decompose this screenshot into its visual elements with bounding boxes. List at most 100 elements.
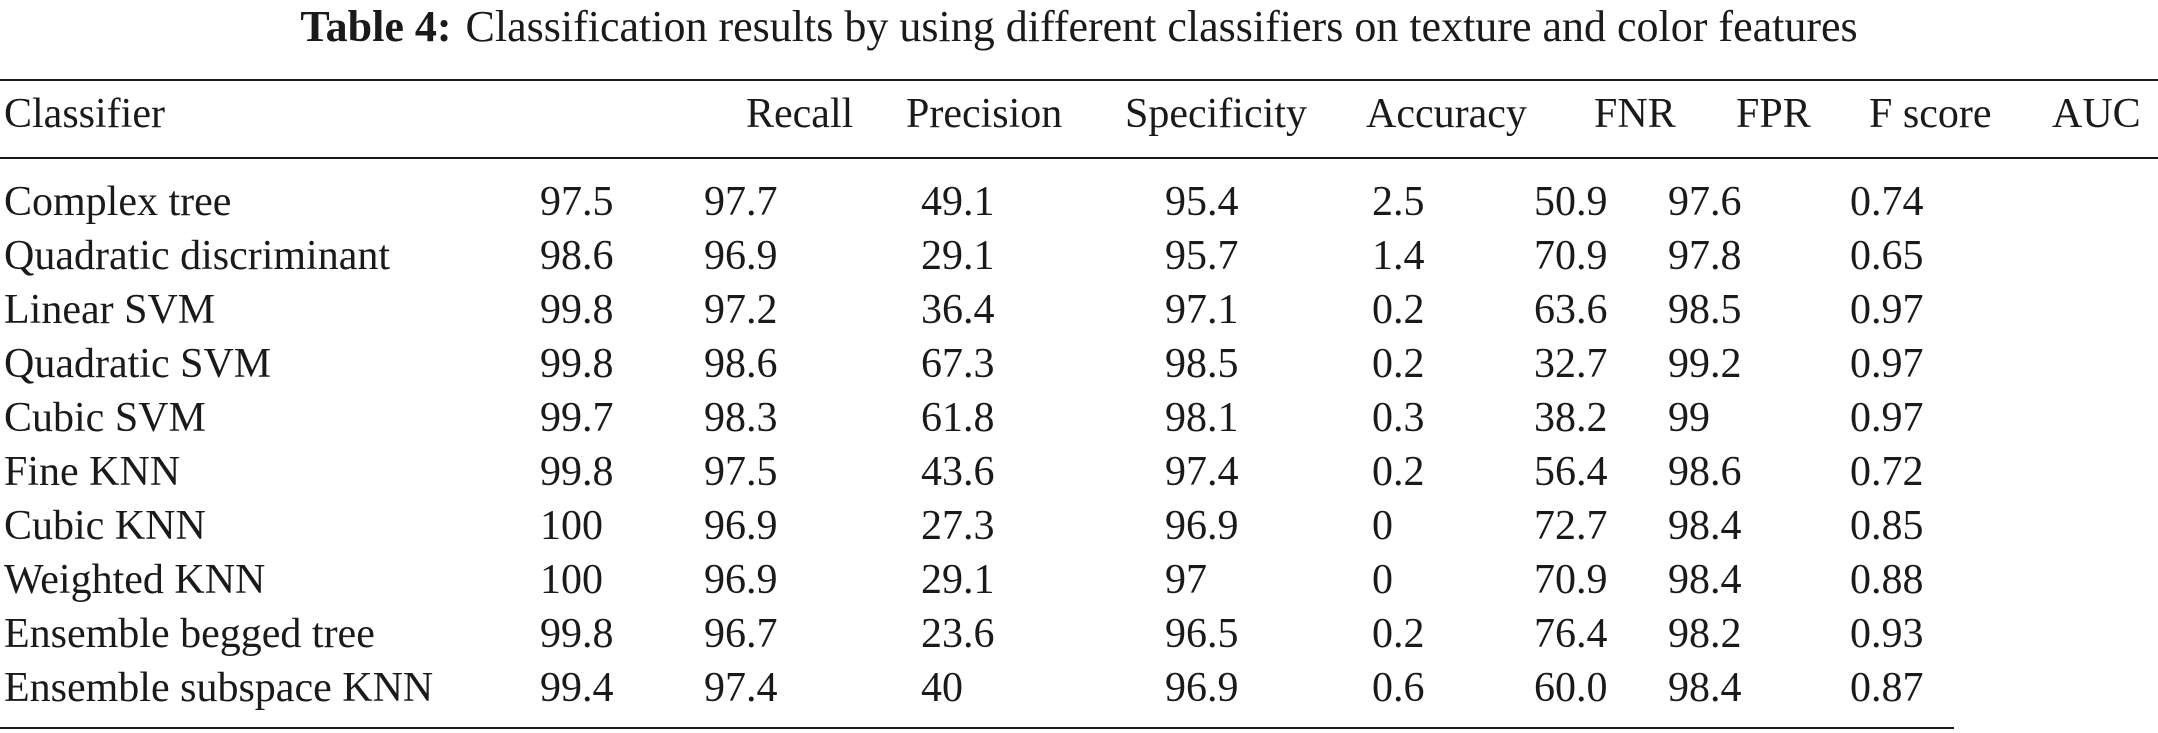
cell-value: 96.5 bbox=[1165, 611, 1239, 657]
cell-value: 99.8 bbox=[540, 611, 614, 657]
table-bottom-rule bbox=[0, 727, 1954, 729]
cell-classifier: Cubic KNN bbox=[4, 503, 206, 549]
cell-value: 99.7 bbox=[540, 395, 614, 441]
cell-value: 63.6 bbox=[1534, 287, 1608, 333]
cell-value: 96.9 bbox=[704, 233, 778, 279]
cell-value: 29.1 bbox=[921, 233, 995, 279]
cell-value: 99.4 bbox=[540, 665, 614, 711]
cell-value: 27.3 bbox=[921, 503, 995, 549]
header-classifier: Classifier bbox=[4, 91, 165, 137]
cell-value: 0.6 bbox=[1372, 665, 1425, 711]
cell-value: 97.5 bbox=[540, 179, 614, 225]
cell-value: 40 bbox=[921, 665, 963, 711]
cell-value: 0.93 bbox=[1850, 611, 1924, 657]
cell-value: 0.2 bbox=[1372, 611, 1425, 657]
cell-value: 96.9 bbox=[704, 503, 778, 549]
cell-value: 99.8 bbox=[540, 287, 614, 333]
cell-value: 70.9 bbox=[1534, 233, 1608, 279]
cell-value: 1.4 bbox=[1372, 233, 1425, 279]
cell-value: 0.2 bbox=[1372, 287, 1425, 333]
cell-value: 61.8 bbox=[921, 395, 995, 441]
table-row: Quadratic SVM 99.8 98.6 67.3 98.5 0.2 32… bbox=[0, 340, 2158, 394]
cell-value: 49.1 bbox=[921, 179, 995, 225]
header-accuracy: Accuracy bbox=[1366, 91, 1527, 137]
cell-value: 99.2 bbox=[1668, 341, 1742, 387]
cell-value: 100 bbox=[540, 503, 603, 549]
cell-value: 56.4 bbox=[1534, 449, 1608, 495]
cell-value: 97.1 bbox=[1165, 287, 1239, 333]
header-fpr: FPR bbox=[1736, 91, 1811, 137]
cell-value: 76.4 bbox=[1534, 611, 1608, 657]
cell-value: 95.4 bbox=[1165, 179, 1239, 225]
cell-value: 0.2 bbox=[1372, 449, 1425, 495]
cell-value: 96.9 bbox=[1165, 665, 1239, 711]
cell-value: 0.97 bbox=[1850, 341, 1924, 387]
table-row: Complex tree 97.5 97.7 49.1 95.4 2.5 50.… bbox=[0, 178, 2158, 232]
cell-classifier: Complex tree bbox=[4, 179, 232, 225]
cell-value: 0 bbox=[1372, 503, 1393, 549]
cell-classifier: Ensemble subspace KNN bbox=[4, 665, 434, 711]
cell-value: 97.2 bbox=[704, 287, 778, 333]
header-recall: Recall bbox=[746, 91, 854, 137]
cell-value: 99 bbox=[1668, 395, 1710, 441]
cell-value: 97.6 bbox=[1668, 179, 1742, 225]
cell-value: 60.0 bbox=[1534, 665, 1608, 711]
table-caption-label: Table 4: bbox=[300, 2, 452, 51]
cell-value: 98.4 bbox=[1668, 665, 1742, 711]
cell-value: 67.3 bbox=[921, 341, 995, 387]
header-precision: Precision bbox=[906, 91, 1063, 137]
cell-value: 97.4 bbox=[704, 665, 778, 711]
table-row: Ensemble subspace KNN 99.4 97.4 40 96.9 … bbox=[0, 664, 2158, 718]
cell-classifier: Quadratic SVM bbox=[4, 341, 272, 387]
cell-value: 38.2 bbox=[1534, 395, 1608, 441]
table-row: Weighted KNN 100 96.9 29.1 97 0 70.9 98.… bbox=[0, 556, 2158, 610]
cell-value: 0.74 bbox=[1850, 179, 1924, 225]
cell-value: 99.8 bbox=[540, 341, 614, 387]
table-row: Linear SVM 99.8 97.2 36.4 97.1 0.2 63.6 … bbox=[0, 286, 2158, 340]
cell-classifier: Weighted KNN bbox=[4, 557, 266, 603]
cell-value: 96.7 bbox=[704, 611, 778, 657]
cell-value: 0.85 bbox=[1850, 503, 1924, 549]
cell-value: 29.1 bbox=[921, 557, 995, 603]
cell-classifier: Cubic SVM bbox=[4, 395, 206, 441]
cell-value: 0.72 bbox=[1850, 449, 1924, 495]
cell-value: 98.3 bbox=[704, 395, 778, 441]
cell-value: 72.7 bbox=[1534, 503, 1608, 549]
cell-value: 98.4 bbox=[1668, 503, 1742, 549]
header-f-score: F score bbox=[1869, 91, 1992, 137]
cell-value: 98.5 bbox=[1668, 287, 1742, 333]
cell-value: 0.2 bbox=[1372, 341, 1425, 387]
cell-value: 50.9 bbox=[1534, 179, 1608, 225]
cell-value: 0.88 bbox=[1850, 557, 1924, 603]
cell-value: 36.4 bbox=[921, 287, 995, 333]
header-auc: AUC bbox=[2052, 91, 2141, 137]
cell-value: 99.8 bbox=[540, 449, 614, 495]
cell-value: 2.5 bbox=[1372, 179, 1425, 225]
header-specificity: Specificity bbox=[1125, 91, 1307, 137]
cell-value: 98.2 bbox=[1668, 611, 1742, 657]
table-row: Cubic SVM 99.7 98.3 61.8 98.1 0.3 38.2 9… bbox=[0, 394, 2158, 448]
cell-value: 98.6 bbox=[540, 233, 614, 279]
table-caption: Table 4: Classification results by using … bbox=[0, 2, 2158, 52]
cell-classifier: Ensemble begged tree bbox=[4, 611, 375, 657]
table-caption-text: Classification results by using differen… bbox=[465, 2, 1858, 51]
header-fnr: FNR bbox=[1594, 91, 1676, 137]
cell-value: 97 bbox=[1165, 557, 1207, 603]
cell-value: 98.1 bbox=[1165, 395, 1239, 441]
table-top-rule bbox=[0, 79, 2158, 81]
cell-value: 98.6 bbox=[704, 341, 778, 387]
table-header-rule bbox=[0, 157, 2158, 159]
cell-classifier: Fine KNN bbox=[4, 449, 181, 495]
cell-value: 98.4 bbox=[1668, 557, 1742, 603]
cell-value: 97.7 bbox=[704, 179, 778, 225]
cell-value: 0.97 bbox=[1850, 395, 1924, 441]
cell-value: 98.6 bbox=[1668, 449, 1742, 495]
cell-value: 43.6 bbox=[921, 449, 995, 495]
cell-value: 96.9 bbox=[1165, 503, 1239, 549]
cell-value: 0.97 bbox=[1850, 287, 1924, 333]
cell-value: 0.87 bbox=[1850, 665, 1924, 711]
cell-value: 70.9 bbox=[1534, 557, 1608, 603]
cell-classifier: Quadratic discriminant bbox=[4, 233, 391, 279]
cell-value: 96.9 bbox=[704, 557, 778, 603]
cell-value: 0.3 bbox=[1372, 395, 1425, 441]
